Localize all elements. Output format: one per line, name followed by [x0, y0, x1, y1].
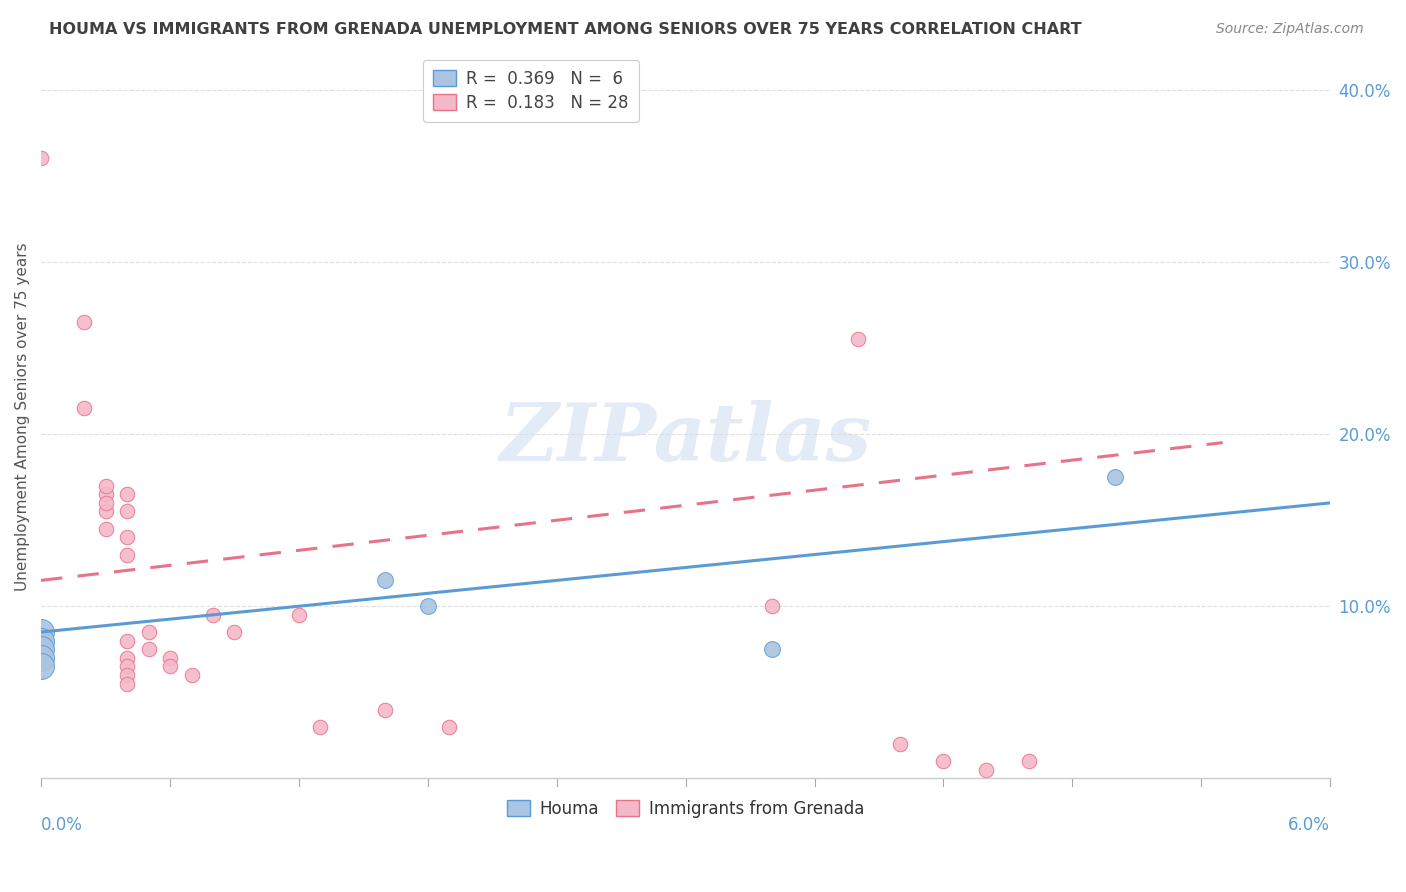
Y-axis label: Unemployment Among Seniors over 75 years: Unemployment Among Seniors over 75 years [15, 243, 30, 591]
Point [115, 504, 138, 518]
Text: 0.0%: 0.0% [41, 816, 83, 834]
Point [374, 702, 396, 716]
Point [94, 478, 117, 492]
Point [30, 625, 52, 640]
Point [94, 487, 117, 501]
Text: HOUMA VS IMMIGRANTS FROM GRENADA UNEMPLOYMENT AMONG SENIORS OVER 75 YEARS CORREL: HOUMA VS IMMIGRANTS FROM GRENADA UNEMPLO… [49, 22, 1081, 37]
Point [1018, 754, 1040, 768]
Point [138, 642, 160, 657]
Point [30, 659, 52, 673]
Point [115, 676, 138, 690]
Point [115, 668, 138, 682]
Point [932, 754, 955, 768]
Text: 6.0%: 6.0% [1288, 816, 1330, 834]
Point [416, 599, 439, 614]
Point [115, 530, 138, 544]
Text: Source: ZipAtlas.com: Source: ZipAtlas.com [1216, 22, 1364, 37]
Point [115, 659, 138, 673]
Point [761, 599, 783, 614]
Point [115, 487, 138, 501]
Point [889, 737, 911, 751]
Legend: Houma, Immigrants from Grenada: Houma, Immigrants from Grenada [501, 793, 872, 824]
Point [1104, 470, 1126, 484]
Point [201, 607, 224, 622]
Point [374, 574, 396, 588]
Point [439, 720, 461, 734]
Point [30, 642, 52, 657]
Point [115, 548, 138, 562]
Point [846, 332, 869, 346]
Point [73, 315, 96, 329]
Point [180, 668, 202, 682]
Point [94, 504, 117, 518]
Point [224, 625, 246, 640]
Point [30, 633, 52, 648]
Point [159, 659, 181, 673]
Point [94, 496, 117, 510]
Text: ZIPatlas: ZIPatlas [499, 400, 872, 477]
Point [761, 642, 783, 657]
Point [159, 651, 181, 665]
Point [976, 763, 998, 777]
Point [288, 607, 311, 622]
Point [30, 152, 52, 166]
Point [30, 651, 52, 665]
Point [115, 633, 138, 648]
Point [309, 720, 332, 734]
Point [138, 625, 160, 640]
Point [94, 522, 117, 536]
Point [115, 651, 138, 665]
Point [73, 401, 96, 416]
